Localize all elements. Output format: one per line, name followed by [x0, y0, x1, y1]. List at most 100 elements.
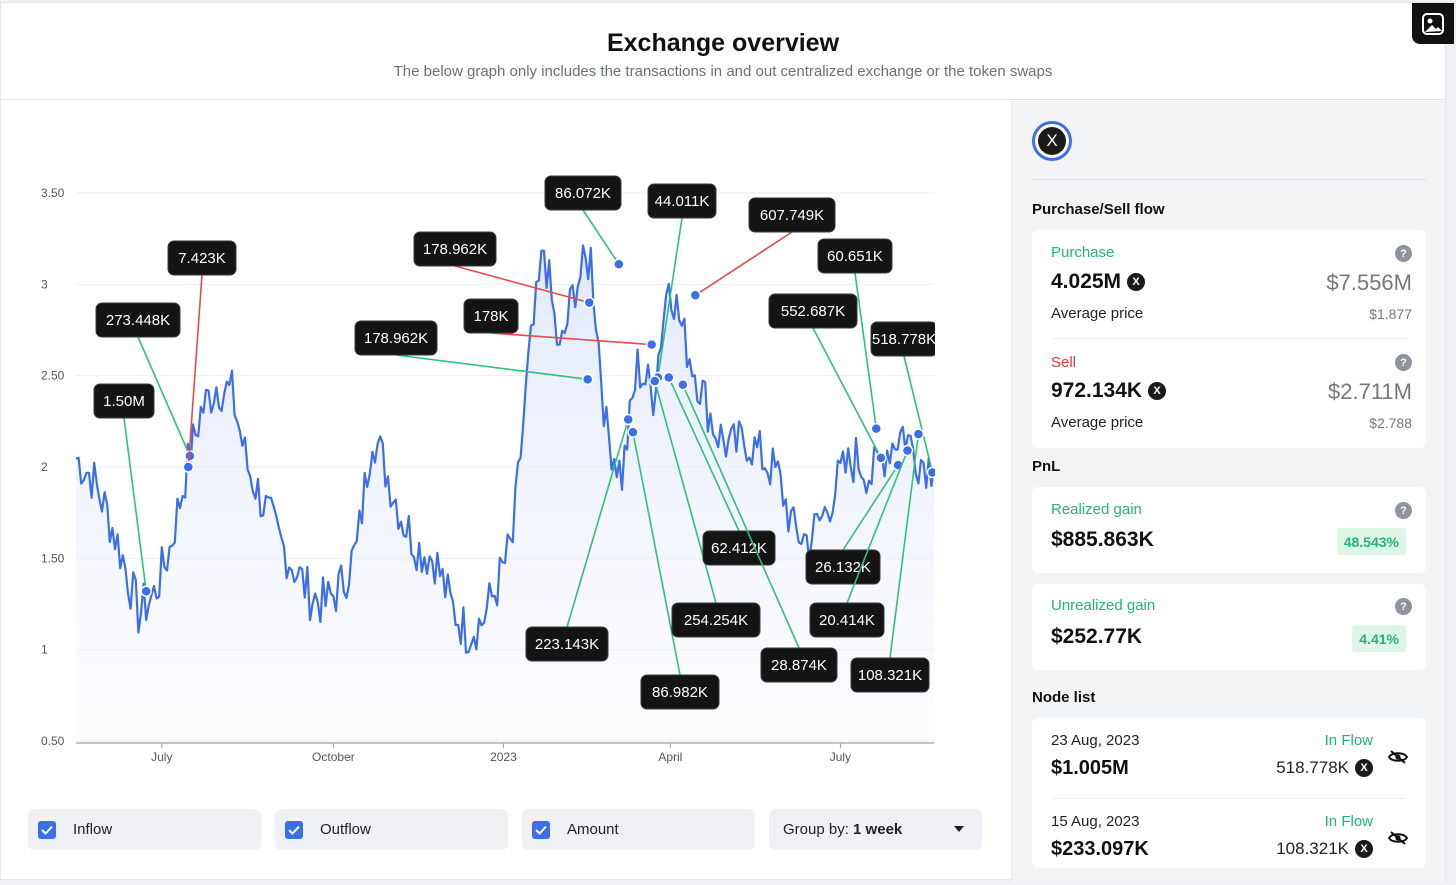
header: Exchange overview The below graph only i… — [1, 3, 1445, 100]
callout-text: 607.749K — [760, 207, 824, 224]
group-by-prefix: Group by: — [783, 821, 849, 838]
help-icon[interactable]: ? — [1395, 354, 1412, 371]
callout-point — [875, 452, 887, 464]
callout-text: 26.132K — [815, 559, 871, 576]
outflow-label: Outflow — [320, 821, 371, 838]
callout-label[interactable]: 86.072K — [544, 175, 622, 211]
callout-label[interactable]: 62.412K — [702, 530, 776, 566]
page-title: Exchange overview — [606, 29, 840, 57]
divider — [1052, 338, 1406, 339]
callout-link — [668, 377, 740, 532]
callout-box — [463, 298, 519, 334]
callout-label[interactable]: 60.651K — [817, 238, 893, 274]
sell-amount: 972.134K — [1051, 379, 1143, 402]
callout-text: 273.448K — [106, 312, 170, 329]
callout-link — [694, 231, 793, 296]
pnl-title: PnL — [1032, 458, 1061, 475]
node-amount: 108.321K — [1276, 839, 1349, 858]
callout-box — [647, 183, 717, 219]
check-icon — [285, 820, 303, 839]
y-tick-label: 3 — [41, 277, 48, 291]
callout-text: 1.50M — [103, 393, 145, 410]
callout-box — [544, 175, 622, 211]
callout-label[interactable]: 44.011K — [647, 183, 717, 219]
callout-link — [490, 332, 652, 346]
callout-label[interactable]: 7.423K — [167, 240, 237, 276]
callout-box — [817, 238, 893, 274]
callout-box — [748, 197, 836, 233]
node-list: 23 Aug, 2023 In Flow $1.005M 518.778K X 1… — [1032, 718, 1426, 868]
purchase-avg-value: $1.877 — [1369, 306, 1412, 322]
callout-point — [627, 426, 639, 439]
inflow-toggle[interactable]: Inflow — [28, 809, 261, 850]
callout-point — [912, 428, 925, 440]
node-amount: 518.778K — [1276, 758, 1349, 777]
callout-label[interactable]: 607.749K — [748, 197, 836, 233]
x-token-icon: X — [1038, 127, 1066, 155]
token-logo[interactable]: X — [1032, 121, 1072, 161]
callout-link — [582, 209, 620, 265]
callout-box — [525, 626, 609, 662]
sell-avg-value: $2.788 — [1369, 415, 1412, 431]
group-by-select[interactable]: Group by: 1 week — [769, 809, 982, 850]
callout-point — [663, 371, 675, 384]
help-icon[interactable]: ? — [1395, 502, 1412, 519]
callout-point — [182, 461, 195, 473]
x-tick-label: July — [830, 750, 851, 764]
callout-box — [354, 320, 438, 356]
callout-link — [632, 432, 681, 676]
unrealized-label: Unrealized gain — [1051, 597, 1156, 614]
price-chart: 0.50 1 1.50 2 2.50 3 3.50 July October 2023 April J… — [41, 101, 1011, 801]
callout-text: 178K — [473, 308, 508, 325]
callout-label[interactable]: 178K — [463, 298, 519, 334]
callout-label[interactable]: 178.962K — [354, 320, 438, 356]
callout-label[interactable]: 178.962K — [413, 231, 497, 267]
callout-link — [846, 450, 909, 604]
callout-box — [671, 602, 761, 638]
callout-text: 223.143K — [535, 636, 599, 653]
callout-text: 20.414K — [819, 612, 875, 629]
inflow-label: Inflow — [73, 821, 113, 838]
purchase-amount: 4.025M — [1051, 270, 1122, 293]
callout-label[interactable]: 26.132K — [805, 549, 881, 585]
callout-link — [187, 274, 203, 468]
callout-point — [901, 444, 914, 457]
callout-label[interactable]: 273.448K — [95, 302, 181, 338]
callout-box — [95, 302, 181, 338]
callout-label[interactable]: 254.254K — [671, 602, 761, 638]
callout-label[interactable]: 1.50M — [93, 383, 155, 419]
callout-label[interactable]: 108.321K — [850, 657, 930, 693]
eye-off-icon[interactable] — [1388, 749, 1408, 765]
callout-link — [903, 355, 934, 473]
realized-value: $885.863K — [1051, 528, 1154, 551]
help-icon[interactable]: ? — [1395, 598, 1412, 615]
callout-label[interactable]: 28.874K — [760, 647, 838, 683]
callout-label[interactable]: 86.982K — [640, 674, 720, 710]
callout-label[interactable]: 20.414K — [809, 602, 885, 638]
callout-link — [566, 419, 630, 628]
callout-label[interactable]: 223.143K — [525, 626, 609, 662]
amount-toggle[interactable]: Amount — [522, 809, 755, 850]
callout-box — [640, 674, 720, 710]
callout-label[interactable]: 518.778K — [870, 321, 938, 357]
sell-avg-label: Average price — [1051, 414, 1144, 431]
callout-text: 7.423K — [178, 250, 226, 267]
outflow-toggle[interactable]: Outflow — [275, 809, 508, 850]
x-token-icon: X — [1127, 273, 1146, 291]
image-icon[interactable] — [1412, 3, 1454, 44]
unrealized-value: $252.77K — [1051, 625, 1143, 648]
sell-usd: $2.711M — [1328, 379, 1412, 404]
group-by-value: 1 week — [853, 821, 903, 838]
callout-box — [93, 383, 155, 419]
eye-off-icon[interactable] — [1388, 830, 1408, 846]
callout-link — [123, 417, 147, 592]
y-tick-label: 2 — [41, 460, 48, 474]
callout-link — [682, 384, 800, 649]
purchase-sell-title: Purchase/Sell flow — [1032, 201, 1165, 218]
page-subtitle: The below graph only includes the transa… — [393, 63, 1053, 80]
chart-area: 0.50 1 1.50 2 2.50 3 3.50 July October 2023 April J… — [1, 101, 1011, 881]
callout-label[interactable]: 552.687K — [768, 293, 858, 329]
callout-box — [850, 657, 930, 693]
help-icon[interactable]: ? — [1395, 245, 1412, 262]
